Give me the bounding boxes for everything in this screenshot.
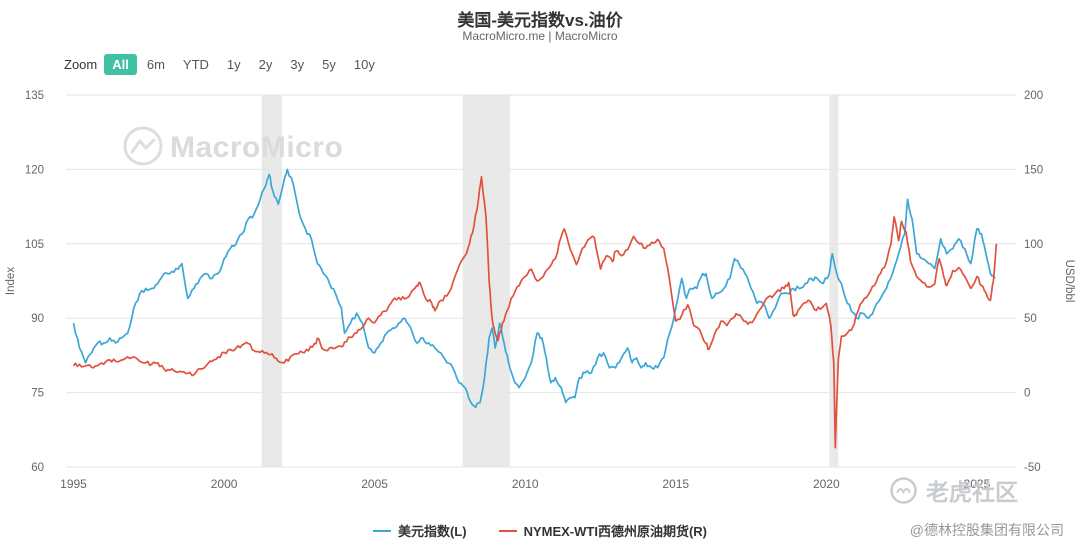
range-buttons-group: All 6m YTD 1y 2y 3y 5y 10y	[103, 54, 384, 75]
svg-text:105: 105	[25, 239, 44, 251]
svg-text:2020: 2020	[813, 477, 840, 491]
attribution: @德林控股集团有限公司	[909, 522, 1064, 538]
svg-text:2000: 2000	[211, 477, 238, 491]
svg-text:90: 90	[31, 313, 44, 325]
tiger-community-label: 老虎社区	[926, 479, 1018, 505]
chart-subtitle: MacroMicro.me | MacroMicro	[462, 29, 618, 43]
range-button-all[interactable]: All	[104, 54, 137, 75]
range-button-3y[interactable]: 3y	[290, 57, 305, 72]
svg-text:1995: 1995	[60, 477, 87, 491]
svg-text:USD/bbl: USD/bbl	[1063, 260, 1075, 303]
tiger-logo-icon	[890, 476, 917, 504]
range-button-6m[interactable]: 6m	[146, 57, 165, 72]
range-button-1y[interactable]: 1y	[226, 57, 241, 72]
svg-text:135: 135	[25, 90, 44, 102]
svg-text:75: 75	[31, 388, 44, 400]
range-button-2y[interactable]: 2y	[258, 57, 273, 72]
svg-text:2005: 2005	[361, 477, 388, 491]
wti-line-swatch	[498, 529, 517, 532]
range-button-ytd[interactable]: YTD	[182, 57, 209, 72]
svg-text:2015: 2015	[662, 477, 689, 491]
svg-text:2010: 2010	[512, 477, 539, 491]
range-button-5y[interactable]: 5y	[322, 57, 336, 72]
zoom-label: Zoom	[64, 57, 98, 72]
svg-text:150: 150	[1024, 164, 1043, 176]
range-button-10y[interactable]: 10y	[353, 57, 375, 72]
range-selector: Zoom All 6m YTD 1y 2y 3y 5y 10y	[64, 54, 384, 75]
svg-text:200: 200	[1024, 90, 1043, 102]
svg-text:2025: 2025	[964, 477, 991, 491]
legend-item-wti[interactable]: NYMEX-WTI西德州原油期货(R)	[498, 521, 708, 540]
legend-label-wti: NYMEX-WTI西德州原油期货(R)	[523, 524, 708, 539]
svg-text:0: 0	[1024, 388, 1030, 400]
svg-text:-50: -50	[1024, 462, 1041, 474]
macromicro-watermark: MacroMicro	[123, 126, 343, 166]
tiger-community-watermark: 老虎社区	[889, 473, 1018, 507]
svg-text:50: 50	[1024, 313, 1037, 325]
svg-text:100: 100	[1024, 239, 1043, 251]
legend: 美元指数(L) NYMEX-WTI西德州原油期货(R)	[0, 521, 1080, 540]
legend-label-dollar-index: 美元指数(L)	[397, 524, 467, 539]
dollar-index-line-swatch	[372, 529, 391, 532]
svg-text:Index: Index	[5, 267, 17, 295]
svg-text:MacroMicro: MacroMicro	[170, 131, 343, 164]
svg-text:60: 60	[31, 462, 44, 474]
legend-item-dollar-index[interactable]: 美元指数(L)	[372, 521, 467, 540]
chart-title: 美国-美元指数vs.油价	[457, 11, 623, 30]
svg-text:120: 120	[25, 164, 44, 176]
